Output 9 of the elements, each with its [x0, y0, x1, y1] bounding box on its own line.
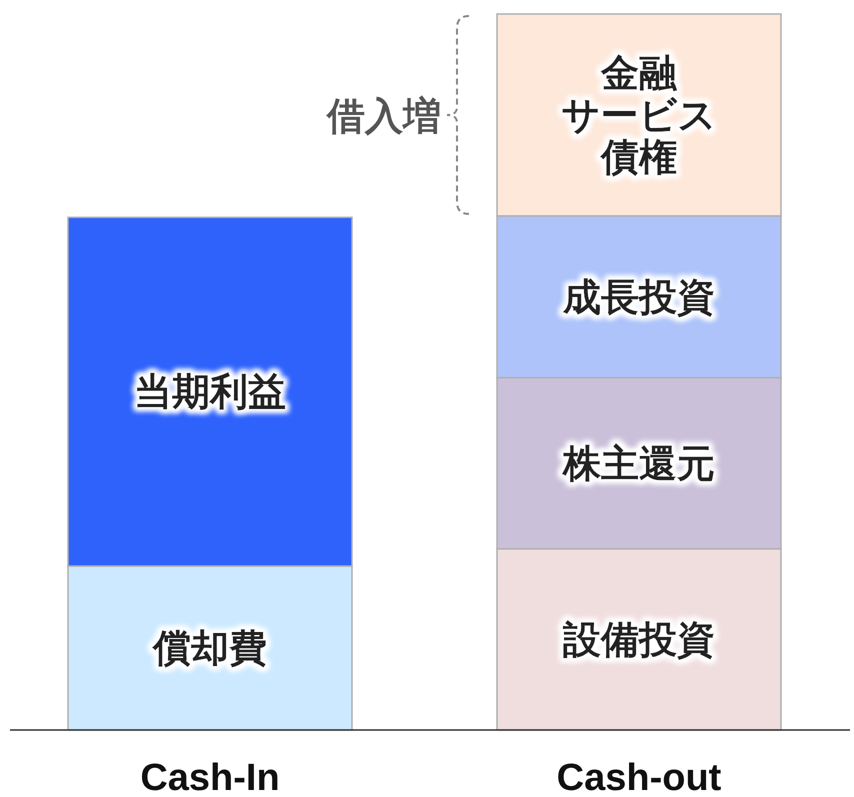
series-label: 当期利益: [134, 372, 286, 414]
annotation: 借入増: [325, 94, 441, 138]
x-tick-label: Cash-out: [556, 757, 722, 797]
series-label: 金融サービス債権: [562, 52, 716, 179]
series-label: 設備投資: [562, 619, 715, 662]
series-label: 償却費: [151, 628, 267, 670]
series-label: 成長投資: [562, 276, 715, 319]
x-tick-label: Cash-In: [140, 757, 280, 797]
series-label: 株主還元: [561, 442, 715, 486]
